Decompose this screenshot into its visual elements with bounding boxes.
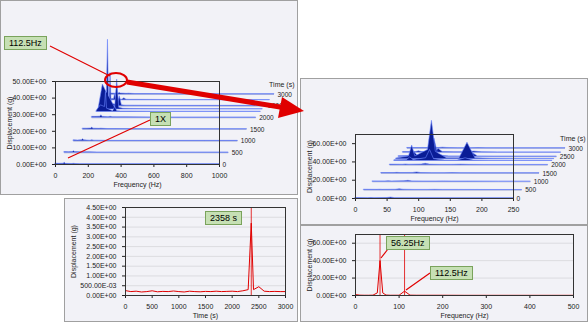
html-text:1X: 1X bbox=[155, 114, 166, 124]
svg-text:1.50E+00: 1.50E+00 bbox=[86, 262, 116, 269]
svg-text:200: 200 bbox=[82, 172, 94, 179]
svg-text:2500: 2500 bbox=[251, 303, 267, 310]
svg-text:40.00E+00: 40.00E+00 bbox=[312, 257, 346, 264]
svg-text:300: 300 bbox=[480, 303, 492, 310]
svg-text:1500: 1500 bbox=[543, 170, 558, 177]
svg-text:Displacement (g): Displacement (g) bbox=[6, 97, 14, 150]
svg-text:4.50E+00: 4.50E+00 bbox=[86, 204, 116, 211]
svg-text:Frequency (Hz): Frequency (Hz) bbox=[410, 215, 458, 223]
svg-text:0: 0 bbox=[354, 206, 358, 213]
svg-text:250: 250 bbox=[508, 206, 520, 213]
svg-text:Time (s): Time (s) bbox=[560, 135, 585, 143]
svg-text:400: 400 bbox=[524, 303, 536, 310]
svg-text:100: 100 bbox=[393, 303, 405, 310]
svg-text:20.00E+00: 20.00E+00 bbox=[312, 176, 346, 183]
svg-text:60.00E+00: 60.00E+00 bbox=[312, 140, 346, 147]
html-text:56.25Hz: 56.25Hz bbox=[391, 238, 425, 248]
svg-text:40.00E+00: 40.00E+00 bbox=[12, 94, 46, 101]
svg-text:50: 50 bbox=[383, 206, 391, 213]
html-text:112.5Hz: 112.5Hz bbox=[435, 268, 468, 278]
svg-text:200: 200 bbox=[476, 206, 488, 213]
svg-text:2.00E+00: 2.00E+00 bbox=[86, 253, 116, 260]
svg-text:0: 0 bbox=[354, 303, 358, 310]
svg-text:0: 0 bbox=[54, 172, 58, 179]
svg-text:0.00E+00: 0.00E+00 bbox=[316, 195, 346, 202]
svg-text:1500: 1500 bbox=[250, 126, 265, 133]
html-text:112.5Hz: 112.5Hz bbox=[9, 38, 42, 48]
svg-text:150: 150 bbox=[444, 206, 456, 213]
html-text:2358 s: 2358 s bbox=[210, 213, 237, 223]
svg-text:1000: 1000 bbox=[171, 303, 187, 310]
svg-text:Frequency (Hz): Frequency (Hz) bbox=[113, 181, 161, 189]
svg-text:30.00E+00: 30.00E+00 bbox=[12, 111, 46, 118]
svg-text:1500: 1500 bbox=[198, 303, 214, 310]
svg-text:Time (s): Time (s) bbox=[193, 312, 218, 320]
svg-text:Displacement (g): Displacement (g) bbox=[70, 225, 78, 278]
svg-text:100: 100 bbox=[413, 206, 425, 213]
svg-text:500: 500 bbox=[525, 186, 536, 193]
svg-text:2500: 2500 bbox=[560, 153, 575, 160]
svg-text:1.00E+00: 1.00E+00 bbox=[86, 272, 116, 279]
svg-text:Displacement (g): Displacement (g) bbox=[306, 239, 314, 292]
svg-text:3000: 3000 bbox=[278, 91, 293, 98]
svg-text:20.00E+00: 20.00E+00 bbox=[12, 128, 46, 135]
svg-text:500.00E-03: 500.00E-03 bbox=[80, 282, 116, 289]
svg-text:4.00E+00: 4.00E+00 bbox=[86, 214, 116, 221]
svg-text:10.00E+00: 10.00E+00 bbox=[12, 144, 46, 151]
svg-text:1000: 1000 bbox=[241, 137, 256, 144]
svg-text:2500: 2500 bbox=[268, 102, 283, 109]
svg-text:3000: 3000 bbox=[278, 303, 294, 310]
svg-text:500: 500 bbox=[146, 303, 158, 310]
svg-text:500: 500 bbox=[568, 303, 580, 310]
svg-text:3.00E+00: 3.00E+00 bbox=[86, 233, 116, 240]
svg-text:3000: 3000 bbox=[569, 145, 584, 152]
svg-text:2000: 2000 bbox=[551, 161, 566, 168]
svg-text:0.00E+00: 0.00E+00 bbox=[16, 161, 46, 168]
svg-text:Displacement (g): Displacement (g) bbox=[306, 140, 314, 193]
svg-text:500: 500 bbox=[232, 149, 243, 156]
svg-text:400: 400 bbox=[115, 172, 127, 179]
svg-text:Time (s): Time (s) bbox=[269, 81, 294, 89]
svg-text:200: 200 bbox=[437, 303, 449, 310]
svg-text:800: 800 bbox=[181, 172, 193, 179]
svg-text:Frequency (Hz): Frequency (Hz) bbox=[440, 312, 488, 320]
svg-text:600: 600 bbox=[148, 172, 160, 179]
svg-text:2.50E+00: 2.50E+00 bbox=[86, 243, 116, 250]
svg-text:0.00E+00: 0.00E+00 bbox=[86, 292, 116, 299]
svg-text:2000: 2000 bbox=[259, 114, 274, 121]
svg-text:1000: 1000 bbox=[534, 178, 549, 185]
svg-text:40.00E+00: 40.00E+00 bbox=[312, 158, 346, 165]
svg-text:3.50E+00: 3.50E+00 bbox=[86, 223, 116, 230]
svg-text:20.00E+00: 20.00E+00 bbox=[312, 274, 346, 281]
svg-text:0: 0 bbox=[517, 195, 521, 202]
svg-text:1000: 1000 bbox=[212, 172, 228, 179]
svg-text:0: 0 bbox=[223, 161, 227, 168]
svg-text:2000: 2000 bbox=[224, 303, 240, 310]
svg-text:0: 0 bbox=[124, 303, 128, 310]
svg-text:50.00E+00: 50.00E+00 bbox=[12, 78, 46, 85]
svg-text:0.00E+00: 0.00E+00 bbox=[316, 292, 346, 299]
svg-text:60.00E+00: 60.00E+00 bbox=[312, 239, 346, 246]
